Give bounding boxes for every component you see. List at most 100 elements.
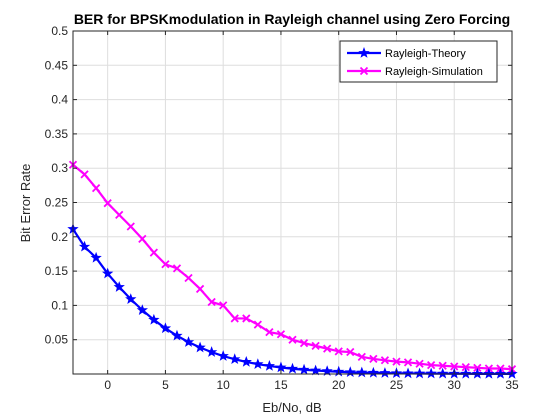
data-point bbox=[438, 361, 447, 370]
data-point bbox=[460, 367, 472, 379]
data-point bbox=[138, 234, 147, 243]
data-point bbox=[91, 183, 101, 193]
data-point bbox=[357, 352, 366, 361]
data-point bbox=[149, 248, 159, 257]
y-tick-label: 0.45 bbox=[45, 58, 69, 72]
data-point bbox=[253, 320, 262, 329]
data-point bbox=[483, 367, 495, 379]
data-point bbox=[229, 353, 241, 365]
data-point bbox=[415, 359, 424, 368]
data-point bbox=[288, 335, 297, 344]
data-point bbox=[323, 344, 332, 353]
data-point bbox=[461, 363, 470, 372]
y-tick-label: 0.25 bbox=[45, 196, 69, 210]
series-layer bbox=[67, 160, 518, 379]
data-point bbox=[425, 367, 437, 379]
data-point bbox=[413, 367, 426, 379]
legend-marker bbox=[358, 47, 370, 58]
data-point bbox=[90, 251, 102, 263]
ticks: 0 5 10 15 20 25 30 35 0.05 0.1 0.15 0.2 0.25 0.3 0.35 0… bbox=[45, 24, 519, 392]
data-point bbox=[195, 284, 205, 294]
x-tick-label: 25 bbox=[390, 378, 404, 392]
y-tick-label: 0.4 bbox=[51, 93, 68, 107]
data-point bbox=[299, 338, 309, 348]
x-tick-label: 0 bbox=[104, 378, 111, 392]
y-tick-label: 0.05 bbox=[45, 333, 69, 347]
data-point bbox=[334, 347, 343, 356]
data-point bbox=[494, 367, 507, 379]
data-point bbox=[265, 328, 274, 337]
data-point bbox=[252, 358, 264, 369]
x-tick-label: 35 bbox=[505, 378, 519, 392]
y-axis-label: Bit Error Rate bbox=[18, 164, 33, 243]
data-point bbox=[380, 356, 390, 365]
data-point bbox=[402, 367, 414, 379]
data-point bbox=[102, 267, 114, 279]
legend: Rayleigh-Theory Rayleigh-Simulation bbox=[339, 40, 498, 83]
data-point bbox=[367, 366, 380, 378]
x-tick-label: 15 bbox=[274, 378, 288, 392]
data-point bbox=[240, 355, 252, 367]
data-point bbox=[207, 297, 216, 307]
data-point bbox=[473, 363, 482, 372]
data-point bbox=[148, 313, 160, 325]
data-point bbox=[379, 367, 391, 378]
legend-entry: Rayleigh-Simulation bbox=[347, 66, 483, 78]
data-point bbox=[136, 304, 148, 315]
series-line bbox=[72, 228, 513, 376]
data-point bbox=[309, 364, 322, 376]
x-tick-label: 5 bbox=[162, 378, 169, 392]
y-tick-label: 0.3 bbox=[51, 161, 68, 175]
data-point bbox=[205, 346, 218, 357]
data-point bbox=[125, 293, 137, 304]
y-tick-label: 0.2 bbox=[51, 230, 68, 244]
x-tick-label: 10 bbox=[217, 378, 231, 392]
data-point bbox=[230, 314, 239, 323]
data-point bbox=[113, 281, 125, 292]
data-point bbox=[242, 314, 251, 323]
data-point bbox=[344, 366, 356, 378]
data-point bbox=[321, 365, 333, 376]
x-tick-label: 20 bbox=[332, 378, 346, 392]
data-point bbox=[276, 330, 286, 339]
data-point bbox=[219, 301, 228, 310]
data-point bbox=[450, 362, 459, 371]
y-tick-label: 0.35 bbox=[45, 127, 69, 141]
data-point bbox=[171, 329, 183, 341]
series-0 bbox=[67, 223, 518, 379]
data-point bbox=[182, 336, 195, 347]
data-point bbox=[286, 362, 299, 374]
legend-entry: Rayleigh-Theory bbox=[347, 47, 466, 60]
legend-box bbox=[339, 40, 498, 83]
legend-marker bbox=[359, 66, 369, 76]
data-point bbox=[172, 264, 182, 273]
data-point bbox=[194, 341, 206, 353]
x-axis-label: Eb/No, dB bbox=[262, 400, 321, 415]
data-point bbox=[161, 260, 170, 269]
data-point bbox=[403, 358, 413, 367]
data-point bbox=[471, 367, 483, 379]
data-point bbox=[263, 360, 276, 371]
data-point bbox=[78, 240, 91, 252]
y-tick-label: 0.1 bbox=[51, 298, 68, 312]
x-tick-label: 30 bbox=[448, 378, 462, 392]
legend-label: Rayleigh-Simulation bbox=[385, 66, 483, 78]
data-point bbox=[311, 341, 320, 351]
data-point bbox=[356, 366, 368, 378]
data-point bbox=[126, 222, 135, 231]
data-point bbox=[275, 361, 287, 373]
data-point bbox=[103, 199, 112, 208]
data-point bbox=[346, 347, 355, 357]
chart-title: BER for BPSKmodulation in Rayleigh chann… bbox=[74, 11, 510, 27]
legend-label: Rayleigh-Theory bbox=[385, 48, 466, 60]
y-tick-label: 0.15 bbox=[45, 264, 69, 278]
data-point bbox=[80, 170, 89, 179]
data-point bbox=[184, 273, 193, 283]
legend-entries: Rayleigh-Theory Rayleigh-Simulation bbox=[347, 47, 483, 78]
data-point bbox=[217, 350, 229, 361]
series-1 bbox=[68, 160, 517, 374]
data-point bbox=[369, 354, 378, 364]
data-point bbox=[115, 210, 124, 219]
data-point bbox=[437, 367, 449, 379]
